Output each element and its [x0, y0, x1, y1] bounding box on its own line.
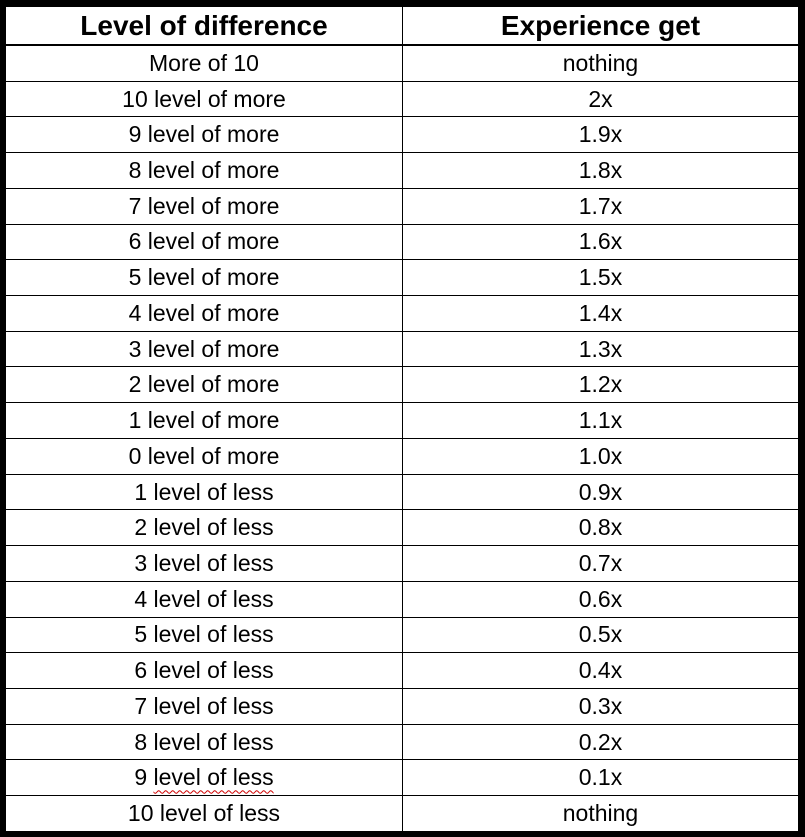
table-row: 5 level of more 1.5x: [5, 259, 799, 297]
level-difference-cell: 2 level of less: [5, 509, 403, 547]
experience-cell: 1.5x: [402, 259, 799, 297]
level-difference-cell: More of 10: [5, 44, 403, 82]
level-difference-cell: 9 level of more: [5, 116, 403, 154]
level-difference-cell: 7 level of more: [5, 187, 403, 225]
header-experience-get: Experience get: [402, 6, 799, 46]
experience-cell: 1.2x: [402, 366, 799, 404]
experience-cell: nothing: [402, 44, 799, 82]
experience-cell: 0.9x: [402, 473, 799, 511]
level-difference-cell: 5 level of less: [5, 616, 403, 654]
level-difference-cell: 1 level of less: [5, 473, 403, 511]
level-difference-cell: 2 level of more: [5, 366, 403, 404]
experience-cell: 1.4x: [402, 295, 799, 332]
table-row: 2 level of more 1.2x: [5, 366, 799, 404]
level-difference-cell: 10 level of more: [5, 80, 403, 118]
experience-cell: 2x: [402, 80, 799, 118]
table-row: 9 level of more 1.9x: [5, 116, 799, 154]
experience-cell: 1.1x: [402, 402, 799, 439]
experience-cell: 1.8x: [402, 152, 799, 189]
table-row: 3 level of less 0.7x: [5, 545, 799, 582]
table-row: 4 level of more 1.4x: [5, 295, 799, 332]
level-difference-cell: 4 level of less: [5, 580, 403, 618]
spellcheck-underlined-text: level of less: [153, 764, 274, 791]
level-difference-cell: 6 level of less: [5, 652, 403, 689]
table-row: 8 level of less 0.2x: [5, 723, 799, 761]
level-difference-cell: 8 level of less: [5, 723, 403, 761]
table-row: 7 level of less 0.3x: [5, 687, 799, 725]
level-difference-cell: 5 level of more: [5, 259, 403, 297]
table-row: 7 level of more 1.7x: [5, 187, 799, 225]
level-difference-cell: 9 level of less: [5, 759, 403, 797]
table-row: 6 level of more 1.6x: [5, 223, 799, 261]
level-difference-cell: 7 level of less: [5, 687, 403, 725]
table-row: 3 level of more 1.3x: [5, 330, 799, 368]
level-difference-cell: 3 level of less: [5, 545, 403, 582]
experience-cell: 1.3x: [402, 330, 799, 368]
experience-cell: 0.3x: [402, 687, 799, 725]
experience-cell: 0.6x: [402, 580, 799, 618]
table-row: 10 level of more 2x: [5, 80, 799, 118]
table-row: 0 level of more 1.0x: [5, 437, 799, 475]
experience-cell: 0.4x: [402, 652, 799, 689]
table-row: 1 level of more 1.1x: [5, 402, 799, 439]
table-row: More of 10 nothing: [5, 44, 799, 82]
experience-cell: 0.7x: [402, 545, 799, 582]
header-level-of-difference: Level of difference: [5, 6, 403, 46]
experience-cell: 1.9x: [402, 116, 799, 154]
table-row: 5 level of less 0.5x: [5, 616, 799, 654]
experience-cell: 0.5x: [402, 616, 799, 654]
header-row: Level of difference Experience get: [5, 6, 799, 46]
experience-cell: 1.7x: [402, 187, 799, 225]
experience-table: Level of difference Experience get More …: [5, 6, 799, 832]
level-difference-cell: 3 level of more: [5, 330, 403, 368]
level-difference-cell: 0 level of more: [5, 437, 403, 475]
experience-cell: 0.2x: [402, 723, 799, 761]
table-row: 2 level of less 0.8x: [5, 509, 799, 547]
experience-cell: 0.8x: [402, 509, 799, 547]
level-difference-cell: 8 level of more: [5, 152, 403, 189]
table-row: 8 level of more 1.8x: [5, 152, 799, 189]
experience-cell: 1.6x: [402, 223, 799, 261]
level-difference-cell: 1 level of more: [5, 402, 403, 439]
level-difference-cell: 10 level of less: [5, 795, 403, 832]
table-row: 6 level of less 0.4x: [5, 652, 799, 689]
table-row: 1 level of less 0.9x: [5, 473, 799, 511]
level-difference-cell: 4 level of more: [5, 295, 403, 332]
experience-cell: 1.0x: [402, 437, 799, 475]
table-row: 4 level of less 0.6x: [5, 580, 799, 618]
experience-cell: nothing: [402, 795, 799, 832]
table-row: 9 level of less 0.1x: [5, 759, 799, 797]
level-difference-cell: 6 level of more: [5, 223, 403, 261]
experience-cell: 0.1x: [402, 759, 799, 797]
level-number: 9: [134, 764, 154, 791]
table-row: 10 level of less nothing: [5, 795, 799, 832]
